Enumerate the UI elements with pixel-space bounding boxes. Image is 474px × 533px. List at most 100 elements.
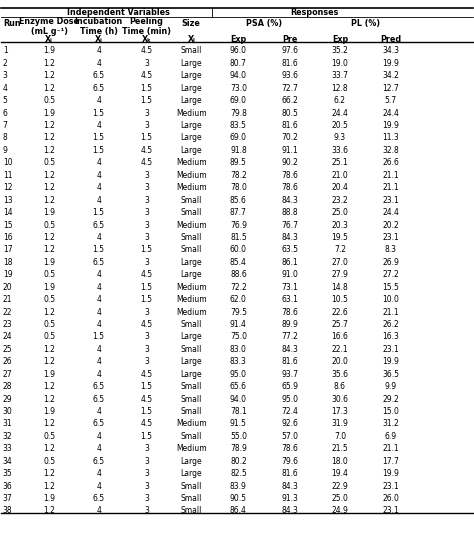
Text: 1.2: 1.2 (43, 357, 55, 366)
Text: 6.2: 6.2 (334, 96, 346, 105)
Text: 20.4: 20.4 (331, 183, 348, 192)
Text: 83.9: 83.9 (230, 481, 247, 490)
Text: 4: 4 (96, 407, 101, 416)
Text: 4: 4 (96, 46, 101, 55)
Text: 1.5: 1.5 (140, 282, 153, 292)
Text: 81.6: 81.6 (281, 59, 298, 68)
Text: 91.3: 91.3 (281, 494, 298, 503)
Text: 11: 11 (3, 171, 12, 180)
Text: Large: Large (181, 370, 202, 378)
Text: 4.5: 4.5 (140, 370, 153, 378)
Text: 1.9: 1.9 (43, 46, 55, 55)
Text: 18.0: 18.0 (332, 457, 348, 466)
Text: 19: 19 (3, 270, 12, 279)
Text: 24.4: 24.4 (331, 109, 348, 118)
Text: 80.2: 80.2 (230, 457, 247, 466)
Text: 25.7: 25.7 (331, 320, 348, 329)
Text: 70.2: 70.2 (281, 133, 298, 142)
Text: 92.6: 92.6 (281, 419, 298, 429)
Text: Large: Large (181, 258, 202, 267)
Text: 1.2: 1.2 (43, 146, 55, 155)
Text: 86.1: 86.1 (281, 258, 298, 267)
Text: 6.5: 6.5 (92, 419, 105, 429)
Text: 63.5: 63.5 (281, 245, 298, 254)
Text: 1.2: 1.2 (43, 245, 55, 254)
Text: 4: 4 (96, 196, 101, 205)
Text: 19.5: 19.5 (331, 233, 348, 242)
Text: 31: 31 (3, 419, 12, 429)
Text: 12.8: 12.8 (332, 84, 348, 93)
Text: Xₗ: Xₗ (187, 35, 195, 44)
Text: 6.5: 6.5 (92, 84, 105, 93)
Text: 20.0: 20.0 (331, 357, 348, 366)
Text: 95.0: 95.0 (281, 394, 298, 403)
Text: 78.6: 78.6 (281, 171, 298, 180)
Text: 21.0: 21.0 (332, 171, 348, 180)
Text: 3: 3 (144, 506, 149, 515)
Text: 0.5: 0.5 (43, 333, 55, 341)
Text: 4.5: 4.5 (140, 419, 153, 429)
Text: 6.5: 6.5 (92, 258, 105, 267)
Text: 0.5: 0.5 (43, 320, 55, 329)
Text: 91.4: 91.4 (230, 320, 247, 329)
Text: 79.8: 79.8 (230, 109, 247, 118)
Text: 78.1: 78.1 (230, 407, 247, 416)
Text: 31.9: 31.9 (331, 419, 348, 429)
Text: 4: 4 (96, 320, 101, 329)
Text: 1.5: 1.5 (140, 96, 153, 105)
Text: 25.0: 25.0 (331, 494, 348, 503)
Text: Large: Large (181, 270, 202, 279)
Text: 38: 38 (3, 506, 12, 515)
Text: 21.5: 21.5 (332, 445, 348, 453)
Text: 3: 3 (144, 183, 149, 192)
Text: Large: Large (181, 146, 202, 155)
Text: 4: 4 (96, 121, 101, 130)
Text: 6.9: 6.9 (384, 432, 397, 441)
Text: 85.6: 85.6 (230, 196, 247, 205)
Text: 6.5: 6.5 (92, 221, 105, 230)
Text: 1.5: 1.5 (140, 245, 153, 254)
Text: 26: 26 (3, 357, 12, 366)
Text: 30: 30 (3, 407, 12, 416)
Text: 22.9: 22.9 (332, 481, 348, 490)
Text: PSA (%): PSA (%) (246, 19, 282, 28)
Text: 78.9: 78.9 (230, 445, 247, 453)
Text: 1.5: 1.5 (93, 133, 105, 142)
Text: 19.9: 19.9 (382, 121, 399, 130)
Text: Medium: Medium (176, 295, 207, 304)
Text: 3: 3 (144, 469, 149, 478)
Text: 1.2: 1.2 (43, 133, 55, 142)
Text: 9.9: 9.9 (384, 382, 397, 391)
Text: 25.0: 25.0 (331, 208, 348, 217)
Text: 19.0: 19.0 (331, 59, 348, 68)
Text: 19.4: 19.4 (331, 469, 348, 478)
Text: 91.1: 91.1 (281, 146, 298, 155)
Text: 78.6: 78.6 (281, 308, 298, 317)
Text: 12.7: 12.7 (382, 84, 399, 93)
Text: 35: 35 (3, 469, 12, 478)
Text: 32: 32 (3, 432, 12, 441)
Text: 1.5: 1.5 (93, 208, 105, 217)
Text: 5.7: 5.7 (384, 96, 397, 105)
Text: Xₖ: Xₖ (142, 35, 152, 44)
Text: 26.0: 26.0 (382, 494, 399, 503)
Text: 0.5: 0.5 (43, 295, 55, 304)
Text: 3: 3 (144, 121, 149, 130)
Text: 4.5: 4.5 (140, 71, 153, 80)
Text: 90.5: 90.5 (230, 494, 247, 503)
Text: 1.2: 1.2 (43, 59, 55, 68)
Text: Medium: Medium (176, 171, 207, 180)
Text: 82.5: 82.5 (230, 469, 247, 478)
Text: 81.5: 81.5 (230, 233, 247, 242)
Text: 4: 4 (96, 308, 101, 317)
Text: Large: Large (181, 457, 202, 466)
Text: 1.9: 1.9 (43, 370, 55, 378)
Text: 60.0: 60.0 (230, 245, 247, 254)
Text: 93.7: 93.7 (281, 370, 298, 378)
Text: Large: Large (181, 96, 202, 105)
Text: 36.5: 36.5 (382, 370, 399, 378)
Text: Pre: Pre (282, 35, 297, 44)
Text: 1.5: 1.5 (140, 407, 153, 416)
Text: 23.1: 23.1 (382, 196, 399, 205)
Text: 4: 4 (3, 84, 8, 93)
